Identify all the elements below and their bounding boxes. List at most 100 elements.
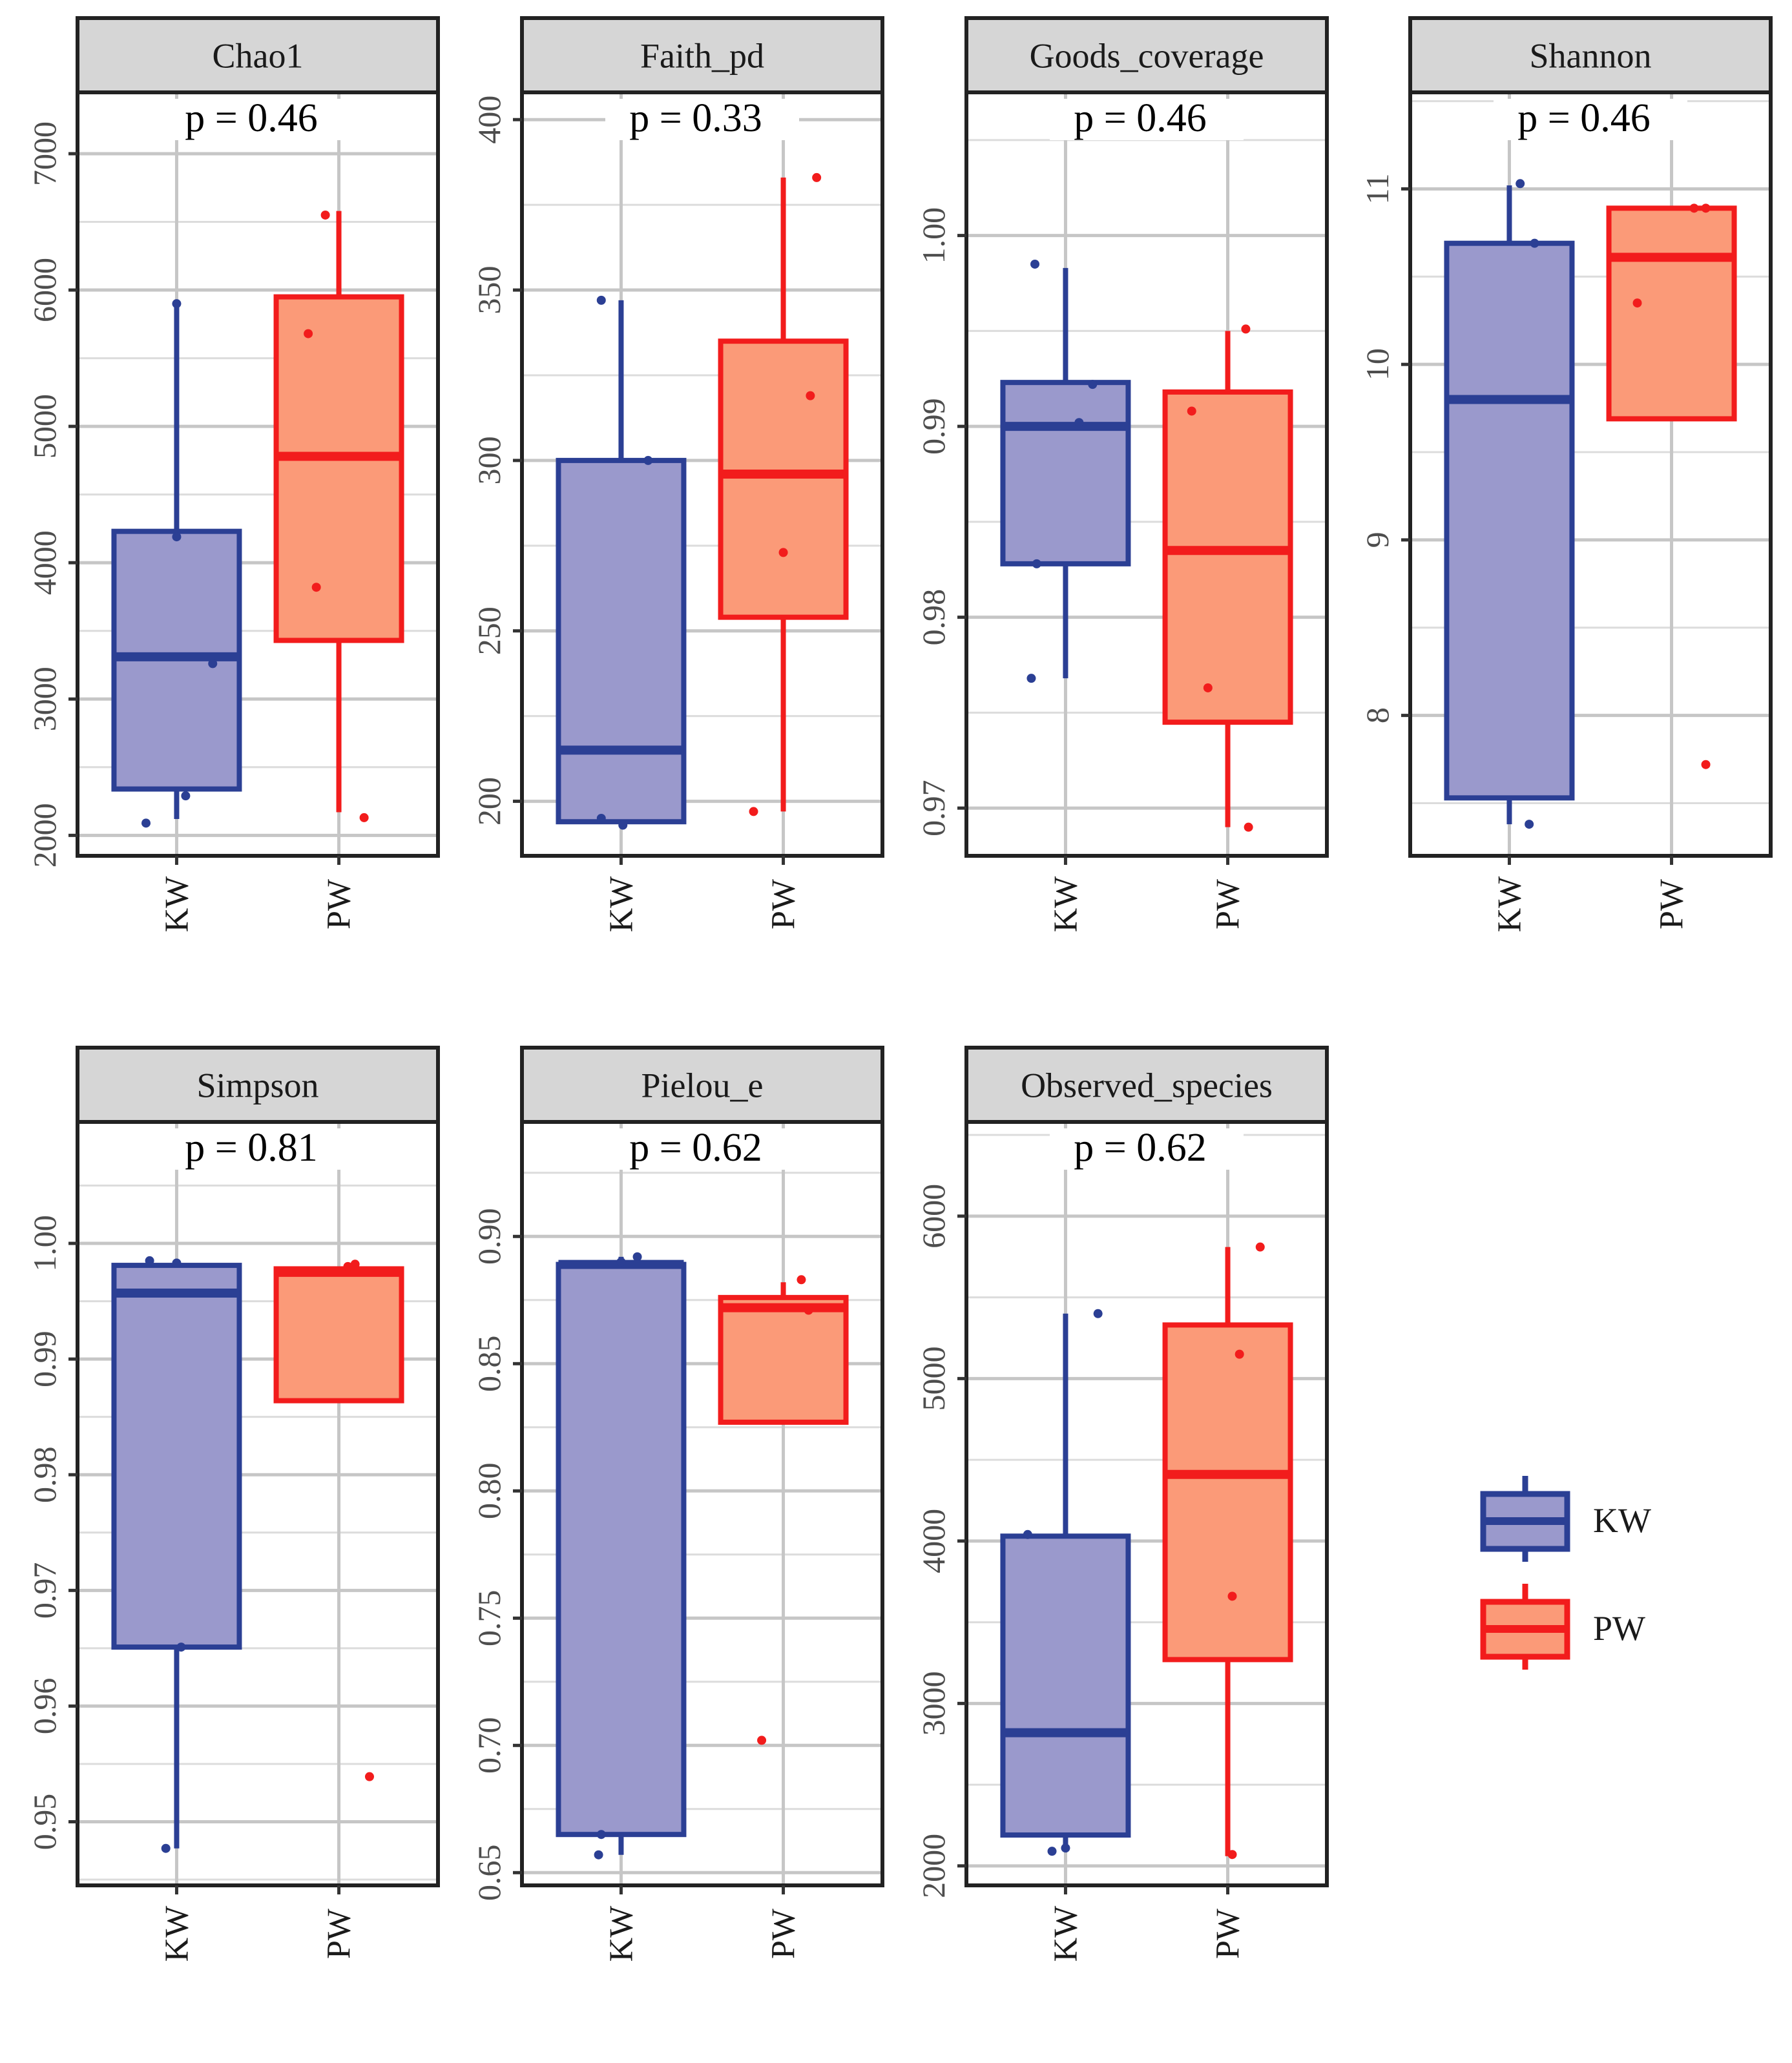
y-tick-label: 10	[1359, 348, 1395, 380]
p-value-label: p = 0.81	[185, 1126, 317, 1170]
data-point-kw	[596, 295, 606, 305]
y-tick-label: 400	[471, 96, 507, 144]
panel-simpson: p = 0.81 Simpson 0.95 0.96 0.97 0.98 0.99 1.00 K…	[26, 1046, 440, 1962]
p-value-background	[161, 1128, 355, 1170]
p-value-label: p = 0.62	[1074, 1126, 1206, 1170]
iqr-box	[556, 457, 687, 825]
y-tick-label: 1.00	[26, 1215, 63, 1272]
facet-panels: p = 0.46 Chao1 2000 3000 4000 5000 6000 7000 KW P…	[26, 16, 1773, 1962]
box-pw	[273, 1266, 404, 1404]
y-tick-label: 8	[1359, 707, 1395, 723]
data-point-kw	[172, 1258, 182, 1268]
y-tick-label: 11	[1359, 173, 1395, 204]
data-point-pw	[320, 210, 330, 220]
iqr-box	[111, 1263, 242, 1650]
y-tick-label: 4000	[915, 1509, 952, 1573]
data-point-pw	[1241, 324, 1251, 334]
data-point-kw	[161, 1843, 171, 1853]
data-point-pw	[364, 1772, 374, 1781]
data-point-pw	[804, 1305, 813, 1315]
data-point-kw	[1030, 259, 1040, 269]
y-tick-label: 0.95	[26, 1794, 63, 1850]
y-tick-label: 3000	[915, 1671, 952, 1736]
data-point-pw	[359, 813, 369, 822]
y-tick-label: 6000	[26, 258, 63, 322]
x-tick-label: PW	[321, 879, 358, 929]
panel-shannon: p = 0.46 Shannon 8 9 10 11 KW PW	[1359, 16, 1773, 932]
y-tick-label: 0.65	[471, 1845, 507, 1902]
facet-strip	[520, 16, 884, 94]
p-value-background	[1050, 99, 1244, 140]
data-point-pw	[778, 548, 788, 557]
iqr-box	[1444, 240, 1575, 801]
x-tick-label: KW	[1047, 1906, 1084, 1962]
box-pw	[718, 1282, 849, 1425]
x-tick-label: PW	[766, 879, 802, 929]
data-point-pw	[797, 1275, 806, 1285]
data-point-pw	[1701, 760, 1711, 769]
y-tick-label: 0.97	[26, 1562, 63, 1619]
legend-key-pw	[1480, 1584, 1570, 1670]
data-point-pw	[812, 172, 822, 182]
data-point-pw	[1244, 822, 1253, 832]
data-point-pw	[749, 807, 758, 816]
y-tick-label: 0.99	[915, 398, 952, 455]
data-point-pw	[343, 1261, 353, 1271]
legend-key-kw	[1480, 1476, 1570, 1562]
data-point-kw	[643, 455, 653, 465]
iqr-box	[1000, 380, 1131, 566]
y-tick-label: 3000	[26, 667, 63, 731]
iqr-box	[556, 1261, 687, 1838]
p-value-background	[605, 99, 799, 140]
data-point-kw	[181, 791, 191, 801]
panel-observed-species: p = 0.62 Observed_species 2000 3000 4000 5000…	[915, 1046, 1329, 1962]
panel-goods-coverage: p = 0.46 Goods_coverage 0.97 0.98 0.99 1.00 KW…	[915, 16, 1329, 932]
panel-chao1: p = 0.46 Chao1 2000 3000 4000 5000 6000 7000 KW P…	[26, 16, 440, 933]
data-point-pw	[350, 1260, 360, 1269]
facet-strip	[964, 1046, 1329, 1124]
data-point-kw	[596, 1830, 606, 1840]
data-point-kw	[596, 813, 606, 823]
y-tick-label: 0.99	[26, 1331, 63, 1387]
box-pw	[718, 177, 849, 812]
data-point-kw	[1088, 380, 1098, 389]
p-value-background	[1494, 99, 1687, 140]
box-kw	[111, 1260, 242, 1849]
p-value-background	[161, 99, 355, 140]
facet-title: Faith_pd	[640, 37, 764, 76]
panel-faith-pd: p = 0.33 Faith_pd 200 250 300 350 400 KW PW	[471, 16, 884, 932]
p-value-background	[1050, 1128, 1244, 1170]
data-point-pw	[1227, 1850, 1237, 1860]
p-value-label: p = 0.33	[629, 96, 762, 140]
facet-strip	[964, 16, 1329, 94]
y-tick-label: 0.98	[915, 589, 952, 646]
p-value-background	[605, 1128, 799, 1170]
y-tick-label: 0.80	[471, 1463, 507, 1520]
y-tick-label: 6000	[915, 1184, 952, 1249]
data-point-kw	[141, 818, 151, 828]
facet-title: Simpson	[196, 1066, 318, 1105]
y-tick-label: 7000	[26, 121, 63, 186]
data-point-kw	[616, 1257, 626, 1267]
data-point-pw	[806, 391, 815, 400]
data-point-kw	[172, 532, 182, 542]
legend-label-kw: KW	[1593, 1501, 1651, 1540]
box-pw	[273, 211, 404, 813]
box-kw	[111, 304, 242, 820]
y-tick-label: 250	[471, 606, 507, 655]
box-kw	[556, 300, 687, 825]
x-tick-label: PW	[1654, 879, 1691, 929]
x-tick-label: PW	[1210, 1909, 1247, 1959]
data-point-kw	[618, 820, 628, 830]
x-tick-label: PW	[321, 1909, 358, 1959]
data-point-pw	[311, 583, 321, 592]
data-point-pw	[1255, 1242, 1265, 1252]
x-tick-label: KW	[158, 1906, 195, 1962]
data-point-pw	[1689, 203, 1699, 213]
x-tick-label: KW	[158, 876, 195, 933]
data-point-pw	[304, 329, 313, 338]
iqr-box	[1162, 389, 1293, 725]
y-tick-label: 300	[471, 436, 507, 484]
iqr-box	[1000, 1533, 1131, 1838]
p-value-label: p = 0.62	[629, 1126, 762, 1170]
